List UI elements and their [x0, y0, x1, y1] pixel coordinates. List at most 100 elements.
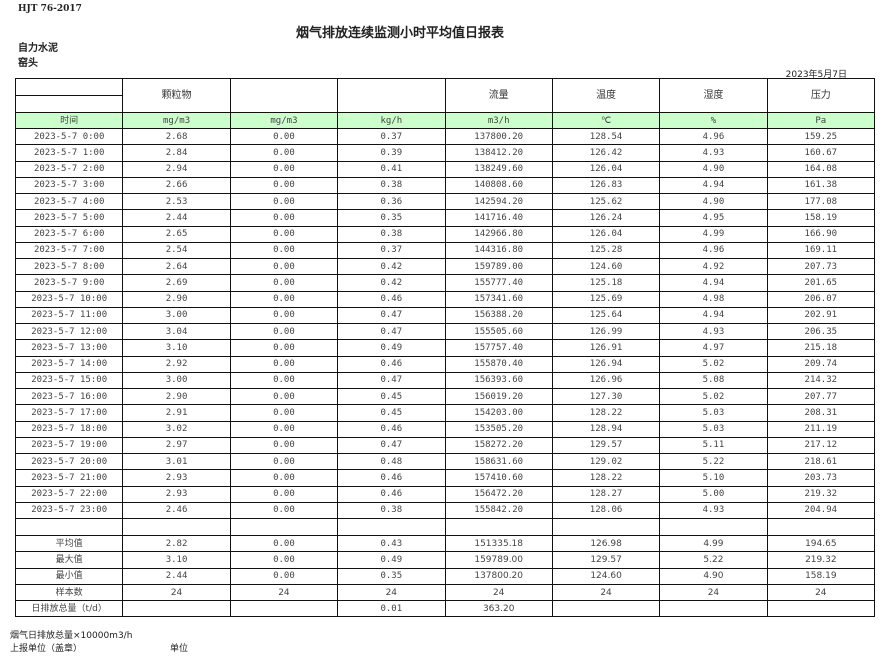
value-cell: 3.00	[122, 306, 231, 325]
value-cell: 126.42	[551, 144, 661, 162]
value-cell: 2.65	[122, 225, 231, 243]
reporter-label: 上报单位（盖章）	[10, 644, 83, 654]
value-cell: 2.84	[122, 144, 231, 162]
value-cell: 4.99	[659, 225, 768, 243]
stat-value: 129.57	[551, 551, 661, 569]
value-cell: 126.99	[551, 322, 661, 341]
stat-value: 24	[551, 583, 661, 602]
value-cell: 2.93	[122, 485, 231, 503]
value-cell: 0.47	[337, 371, 446, 390]
value-cell: 161.38	[766, 176, 876, 195]
value-cell: 126.96	[551, 371, 661, 390]
empty-cell	[229, 518, 339, 536]
empty-cell	[122, 518, 231, 536]
value-cell: 126.24	[551, 209, 661, 227]
column-header	[14, 78, 124, 113]
stat-value: 151335.18	[444, 534, 553, 553]
value-cell: 0.00	[229, 241, 339, 260]
value-cell: 0.46	[337, 469, 446, 487]
table-row: 2023-5-7 9:00 2.69 0.00 0.42 155777.40 125.18…	[14, 274, 876, 292]
value-cell: 209.74	[766, 355, 876, 373]
column-header: 压力	[766, 78, 876, 113]
standard-code: HJT 76-2017	[18, 4, 82, 14]
value-cell: 201.65	[766, 274, 876, 292]
value-cell: 4.94	[659, 274, 768, 292]
header-split-bottom	[17, 96, 122, 112]
value-cell: 204.94	[766, 501, 876, 520]
stat-row: 最小值 2.44 0.00 0.35 137800.20 124.60 4.90 158.19	[14, 567, 876, 585]
value-cell: 2.90	[122, 290, 231, 308]
value-cell: 215.18	[766, 339, 876, 357]
value-cell: 2.68	[122, 127, 231, 146]
value-cell: 128.94	[551, 420, 661, 438]
value-cell: 2.53	[122, 192, 231, 211]
value-cell: 2.66	[122, 176, 231, 195]
time-cell: 2023-5-7 22:00	[14, 485, 124, 503]
value-cell: 5.10	[659, 469, 768, 487]
table-row: 2023-5-7 0:00 2.68 0.00 0.37 137800.20 128.54…	[14, 127, 876, 146]
value-cell: 0.38	[337, 501, 446, 520]
value-cell: 156472.20	[444, 485, 553, 503]
value-cell: 144316.80	[444, 241, 553, 260]
report-table: 颗粒物 流量 温度 湿度 压力 时间 mg/m3 mg/m3 kg/h m3/h ℃% Pa 202…	[14, 78, 876, 618]
value-cell: 126.04	[551, 225, 661, 243]
value-cell: 208.31	[766, 404, 876, 422]
stat-value: 0.35	[337, 567, 446, 585]
value-cell: 3.02	[122, 420, 231, 438]
value-cell: 0.00	[229, 176, 339, 195]
table-row: 2023-5-7 17:00 2.91 0.00 0.45 154203.00 128.2…	[14, 404, 876, 422]
value-cell: 0.38	[337, 225, 446, 243]
stat-label: 最小值	[14, 567, 124, 585]
time-cell: 2023-5-7 15:00	[14, 371, 124, 390]
value-cell: 125.62	[551, 192, 661, 211]
time-cell: 2023-5-7 5:00	[14, 209, 124, 227]
value-cell: 0.46	[337, 290, 446, 308]
value-cell: 128.27	[551, 485, 661, 503]
company-name: 自力水泥	[18, 43, 58, 54]
value-cell: 0.00	[229, 501, 339, 520]
table-row: 2023-5-7 1:00 2.84 0.00 0.39 138412.20 126.42…	[14, 144, 876, 162]
stat-label: 最大值	[14, 551, 124, 569]
value-cell: 0.38	[337, 176, 446, 195]
value-cell: 2.69	[122, 274, 231, 292]
value-cell: 0.00	[229, 469, 339, 487]
value-cell: 0.00	[229, 192, 339, 211]
value-cell: 207.77	[766, 387, 876, 406]
value-cell: 164.08	[766, 160, 876, 178]
unit-cell: kg/h	[337, 112, 446, 129]
value-cell: 0.00	[229, 290, 339, 308]
value-cell: 202.91	[766, 306, 876, 325]
value-cell: 138249.60	[444, 160, 553, 178]
value-cell: 126.04	[551, 160, 661, 178]
unit-row: 时间 mg/m3 mg/m3 kg/h m3/h ℃% Pa	[14, 112, 876, 129]
table-row: 2023-5-7 13:00 3.10 0.00 0.49 157757.40 126.9…	[14, 339, 876, 357]
value-cell: 217.12	[766, 436, 876, 455]
time-cell: 2023-5-7 14:00	[14, 355, 124, 373]
value-cell: 129.57	[551, 436, 661, 455]
value-cell: 2.91	[122, 404, 231, 422]
table-row: 2023-5-7 23:00 2.46 0.00 0.38 155842.20 128.0…	[14, 501, 876, 520]
stat-value	[229, 600, 339, 618]
stat-value: 124.60	[551, 567, 661, 585]
empty-cell	[444, 518, 553, 536]
table-row: 2023-5-7 4:00 2.53 0.00 0.36 142594.20 125.62…	[14, 192, 876, 211]
stat-value: 0.43	[337, 534, 446, 553]
empty-cell	[766, 518, 876, 536]
value-cell: 0.46	[337, 485, 446, 503]
stat-value: 0.01	[337, 600, 446, 618]
stat-value: 159789.00	[444, 551, 553, 569]
value-cell: 4.92	[659, 257, 768, 276]
stat-value: 194.65	[766, 534, 876, 553]
footer-note: 烟气日排放总量×10000m3/h	[10, 631, 133, 641]
stat-value: 24	[337, 583, 446, 602]
value-cell: 0.00	[229, 209, 339, 227]
value-cell: 0.42	[337, 257, 446, 276]
value-cell: 4.94	[659, 176, 768, 195]
column-header: 温度	[551, 78, 661, 113]
spacer-row	[14, 518, 876, 536]
time-cell: 2023-5-7 3:00	[14, 176, 124, 195]
table-row: 2023-5-7 2:00 2.94 0.00 0.41 138249.60 126.04…	[14, 160, 876, 178]
stat-value: 137800.20	[444, 567, 553, 585]
value-cell: 2.94	[122, 160, 231, 178]
value-cell: 0.00	[229, 387, 339, 406]
